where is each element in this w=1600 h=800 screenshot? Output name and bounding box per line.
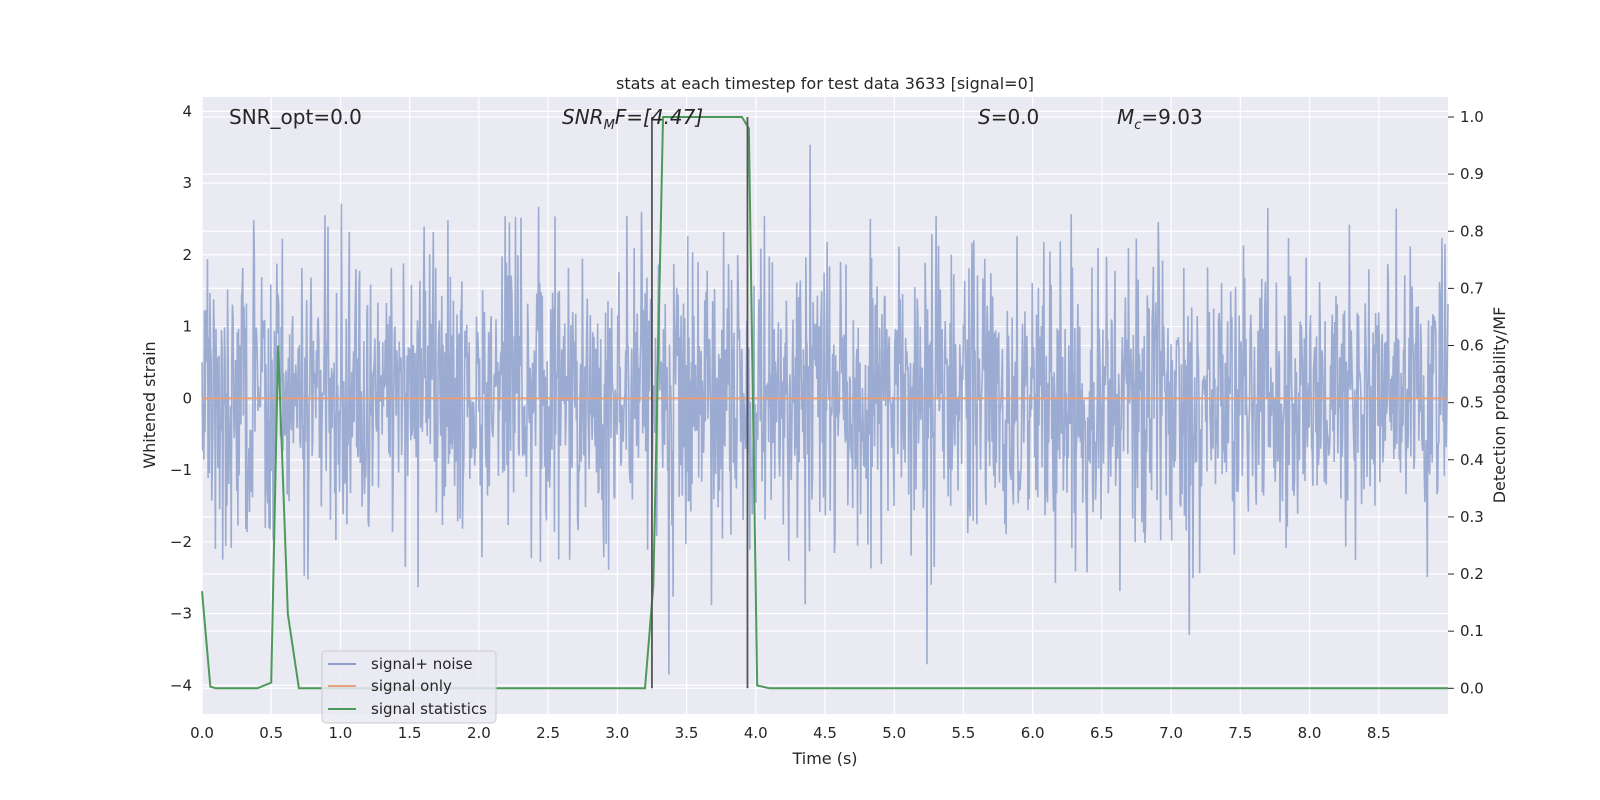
mc-label: M — [1117, 105, 1134, 129]
y-left-tick-label: 2 — [182, 246, 192, 264]
signal-statistics-series — [201, 116, 1448, 690]
y-left-tick-label: 0 — [182, 389, 192, 407]
chart-title: stats at each timestep for test data 363… — [616, 74, 1034, 93]
s-label: S — [978, 105, 991, 129]
x-tick-label: 0.5 — [259, 724, 283, 742]
legend-label-noise: signal+ noise — [371, 655, 473, 673]
x-axis-label: Time (s) — [791, 749, 857, 768]
s-value: =0.0 — [991, 105, 1040, 129]
x-axis-ticks: 0.0 0.5 1.0 1.5 2.0 2.5 3.0 3.5 4.0 4.5 5.0 5.5 6.0 6… — [190, 724, 1391, 742]
mc-annotation: Mc=9.03 — [1117, 105, 1203, 133]
x-tick-label: 0.0 — [190, 724, 214, 742]
y-axis-right-label: Detection probability/MF — [1490, 307, 1509, 504]
x-tick-label: 6.5 — [1090, 724, 1114, 742]
x-tick-label: 7.5 — [1228, 724, 1252, 742]
y-right-tick-label: 0.4 — [1460, 451, 1484, 469]
legend: signal+ noise signal only signal statist… — [321, 650, 497, 724]
y-right-tick-label: 0.6 — [1460, 337, 1484, 355]
y-axis-left-label: Whitened strain — [140, 341, 159, 468]
x-tick-label: 5.5 — [952, 724, 976, 742]
y-right-tick-label: 0.9 — [1460, 165, 1484, 183]
x-tick-label: 5.0 — [882, 724, 906, 742]
y-left-tick-label: 4 — [182, 102, 192, 120]
y-right-tick-label: 0.7 — [1460, 279, 1484, 297]
y-axis-right-ticks: 0.0 0.1 0.2 0.3 0.4 0.5 0.6 0.7 0.8 0.9 1.0 — [1448, 108, 1484, 697]
signal-statistics-line — [201, 116, 1448, 690]
x-tick-label: 6.0 — [1021, 724, 1045, 742]
y-right-tick-label: 0.8 — [1460, 222, 1484, 240]
x-tick-label: 2.0 — [467, 724, 491, 742]
x-tick-label: 8.5 — [1367, 724, 1391, 742]
snr-mf-sub: M — [604, 118, 615, 133]
y-left-tick-label: −3 — [170, 605, 192, 623]
signal-noise-line — [201, 144, 1449, 675]
mc-sub: c — [1134, 118, 1141, 133]
legend-box — [321, 650, 497, 724]
x-tick-label: 4.0 — [744, 724, 768, 742]
x-tick-label: 4.5 — [813, 724, 837, 742]
s-annotation: S=0.0 — [978, 105, 1039, 129]
y-left-tick-label: −4 — [170, 676, 192, 694]
mc-value: =9.03 — [1141, 105, 1202, 129]
x-tick-label: 1.5 — [398, 724, 422, 742]
snr-mf-label: SNR — [562, 105, 604, 129]
vertical-markers — [651, 116, 749, 689]
x-tick-label: 7.0 — [1159, 724, 1183, 742]
x-tick-label: 1.0 — [329, 724, 353, 742]
y-axis-left-ticks: −4 −3 −2 −1 0 1 2 3 4 — [170, 102, 192, 694]
y-left-tick-label: −2 — [170, 533, 192, 551]
y-right-tick-label: 0.5 — [1460, 394, 1484, 412]
legend-label-signal: signal only — [371, 677, 452, 695]
y-right-tick-label: 1.0 — [1460, 108, 1484, 126]
y-left-tick-label: −1 — [170, 461, 192, 479]
snr-opt-annotation: SNR_opt=0.0 — [229, 105, 362, 129]
snr-mf-tail: F=[4.47] — [615, 105, 703, 129]
x-tick-label: 2.5 — [536, 724, 560, 742]
y-left-tick-label: 3 — [182, 174, 192, 192]
x-tick-label: 3.0 — [605, 724, 629, 742]
snr-mf-annotation: SNRMF=[4.47] — [562, 105, 703, 133]
legend-label-stats: signal statistics — [371, 700, 487, 718]
x-tick-label: 3.5 — [675, 724, 699, 742]
x-tick-label: 8.0 — [1298, 724, 1322, 742]
y-left-tick-label: 1 — [182, 318, 192, 336]
y-right-tick-label: 0.3 — [1460, 508, 1484, 526]
y-right-tick-label: 0.0 — [1460, 679, 1484, 697]
y-right-tick-label: 0.2 — [1460, 565, 1484, 583]
signal-noise-series — [201, 144, 1449, 675]
y-right-tick-label: 0.1 — [1460, 622, 1484, 640]
